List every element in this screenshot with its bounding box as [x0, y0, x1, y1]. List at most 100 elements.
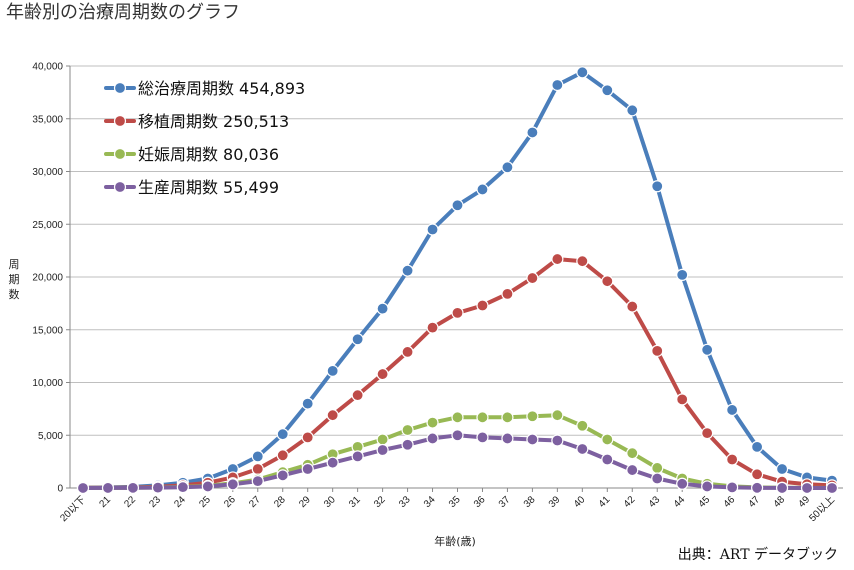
x-tick-label: 47	[747, 494, 763, 510]
data-point	[226, 478, 239, 491]
legend-label: 妊娠周期数 80,036	[138, 145, 279, 164]
data-point	[501, 287, 514, 300]
data-point	[676, 477, 689, 490]
data-point	[251, 475, 264, 488]
y-axis-label-char: 周	[9, 258, 20, 271]
data-point	[726, 481, 739, 494]
data-point	[676, 393, 689, 406]
data-point	[401, 423, 414, 437]
data-point	[726, 403, 739, 417]
x-axis-label: 年齢(歳)	[434, 534, 476, 548]
x-tick-label: 33	[397, 494, 413, 510]
data-point	[276, 469, 289, 482]
data-point	[301, 462, 314, 476]
data-point	[651, 472, 664, 485]
data-point	[176, 481, 189, 494]
data-point	[251, 450, 264, 463]
data-point	[376, 443, 389, 457]
x-tick-label: 27	[247, 494, 263, 510]
data-point	[451, 306, 464, 319]
x-tick-label: 49	[797, 494, 813, 510]
x-tick-label: 25	[197, 494, 213, 510]
y-tick-label: 25,000	[32, 220, 63, 231]
legend-series-name: 移植周期数	[138, 112, 218, 131]
legend-marker	[113, 81, 127, 95]
y-tick-label: 40,000	[32, 62, 63, 73]
data-point	[476, 183, 489, 196]
data-point	[651, 180, 664, 193]
data-point	[426, 223, 439, 236]
y-tick-label: 5,000	[38, 431, 63, 442]
legend-label: 総治療周期数 454,893	[138, 79, 305, 98]
y-tick-label: 15,000	[32, 325, 63, 336]
data-point	[626, 463, 639, 477]
data-point	[251, 462, 264, 476]
data-point	[426, 416, 439, 429]
x-tick-label: 35	[447, 494, 463, 510]
legend-label: 移植周期数 250,513	[138, 112, 289, 131]
y-axis: 0 5,000 10,000 15,000 20,000 25,000 30,000 35,0…	[32, 62, 71, 495]
data-point	[601, 453, 614, 466]
data-point	[301, 397, 314, 410]
legend-series-value: 454,893	[239, 79, 305, 98]
data-point	[401, 438, 414, 451]
legend-series-value: 80,036	[223, 145, 279, 164]
series-4	[76, 429, 839, 495]
series-layer	[76, 66, 839, 495]
x-tick-label: 22	[122, 494, 138, 510]
legend-marker	[113, 147, 127, 161]
source-note: 出典：ART データブック	[678, 546, 838, 563]
data-point	[601, 84, 614, 97]
data-point	[676, 268, 689, 281]
data-point	[126, 481, 140, 494]
data-point	[551, 409, 564, 422]
x-tick-label: 39	[547, 494, 563, 510]
data-point	[626, 104, 639, 117]
x-tick-label: 38	[522, 494, 538, 510]
legend-item: 妊娠周期数 80,036	[104, 145, 279, 164]
data-point	[701, 427, 714, 440]
y-tick-label: 10,000	[32, 378, 63, 389]
grid	[70, 65, 843, 489]
x-tick-label: 31	[347, 494, 363, 510]
legend-marker	[113, 114, 127, 128]
legend-series-name: 生産周期数	[138, 178, 218, 197]
data-point	[326, 409, 339, 422]
data-point	[576, 255, 589, 268]
data-point	[201, 480, 214, 493]
legend-series-value: 55,499	[223, 178, 279, 197]
legend-marker	[113, 180, 127, 194]
x-tick-label: 43	[647, 494, 663, 510]
legend-series-name: 総治療周期数	[138, 79, 234, 98]
legend: 総治療周期数 454,893 移植周期数 250,513 妊娠周期数 80,036 生産周期…	[104, 79, 305, 197]
data-point	[501, 432, 514, 445]
data-point	[526, 271, 539, 285]
chart-title: 年齢別の治療周期数のグラフ	[6, 2, 240, 23]
legend-series-name: 妊娠周期数	[138, 145, 218, 164]
data-point	[276, 428, 289, 441]
data-point	[376, 367, 389, 381]
x-tick-label: 26	[222, 494, 238, 510]
x-tick-label: 29	[297, 494, 313, 510]
data-point	[451, 411, 464, 424]
series-line	[81, 413, 834, 490]
data-point	[351, 333, 364, 346]
x-tick-label: 40	[572, 494, 588, 510]
data-point	[476, 431, 489, 444]
x-tick-label: 36	[472, 494, 488, 510]
x-axis: 20以下 21 22 23 24 25 26 27 28 29 30 31 32 33 34 35 36 37 38…	[58, 487, 843, 524]
data-point	[576, 442, 589, 456]
data-point	[701, 343, 714, 356]
x-tick-label: 23	[147, 494, 163, 510]
data-point	[526, 433, 539, 446]
x-tick-label: 46	[722, 494, 738, 510]
legend-series-value: 250,513	[223, 112, 289, 131]
data-point	[601, 275, 614, 288]
data-point	[750, 481, 764, 494]
data-point	[76, 481, 90, 495]
x-tick-label: 45	[697, 494, 713, 510]
data-point	[775, 462, 789, 476]
legend-label: 生産周期数 55,499	[138, 178, 279, 197]
data-point	[750, 440, 764, 453]
data-point	[401, 264, 414, 277]
